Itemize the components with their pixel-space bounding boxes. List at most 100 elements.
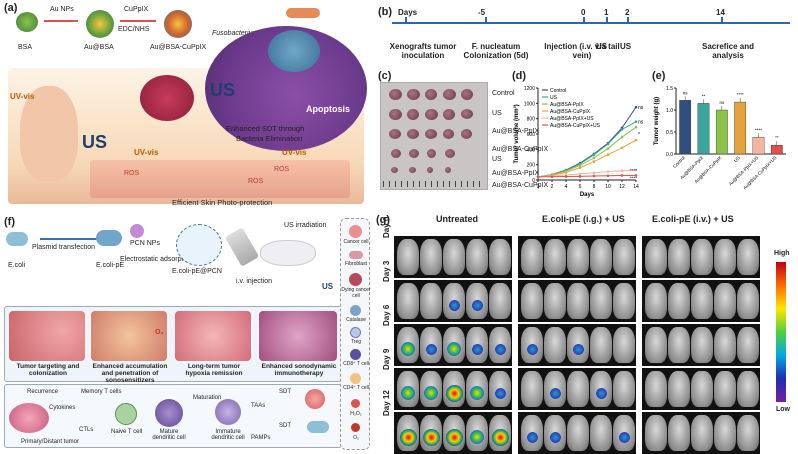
stage-4-label: Enhanced sonodynamic immunotherapy — [261, 363, 337, 377]
group-label-us-2: US — [492, 156, 502, 163]
legend-label: Au@BSA-CuPpIX — [550, 109, 591, 115]
data-point — [578, 175, 582, 178]
data-point — [578, 166, 582, 170]
row-day0: Day 0 — [382, 216, 391, 238]
mouse-image — [489, 283, 511, 319]
mouse-image — [691, 239, 713, 275]
group-label-au-bsa-ppix: Au@BSA-PpIX — [492, 128, 540, 135]
row-day3: Day 3 — [382, 260, 391, 282]
data-point — [606, 170, 610, 173]
timeline-tick — [583, 17, 585, 24]
timeline-us-1: US — [596, 42, 608, 51]
panel-d-label: (d) — [512, 70, 527, 82]
data-point — [592, 156, 596, 160]
mouse-image — [590, 415, 612, 451]
y-tick-label: 400 — [527, 147, 536, 153]
uvvis-label-1: UV-vis — [10, 92, 35, 101]
annotation: ns — [719, 100, 725, 105]
x-tick-label: Control — [672, 155, 686, 169]
legend-label: US — [550, 95, 558, 101]
legend-cd8: CD8⁺ T cell — [343, 361, 369, 367]
panel-g-label: (g) — [376, 214, 391, 226]
enhanced-sdt-label: Enhanced SDT through — [226, 124, 305, 133]
timeline-colonization-text: F. nucleatum Colonization (5d) — [463, 42, 529, 60]
ctls-label: CTLs — [79, 427, 94, 433]
y-tick-label: 1.5 — [666, 86, 673, 92]
mouse-image — [613, 327, 635, 363]
data-point — [634, 125, 638, 129]
y-tick-label: 200 — [527, 163, 536, 169]
mouse-image — [420, 239, 442, 275]
us-label: US — [322, 282, 334, 291]
data-point — [634, 174, 638, 177]
bsa-label: BSA — [18, 44, 33, 51]
bioluminescence-signal — [572, 343, 584, 355]
mouse-image — [737, 371, 759, 407]
data-point — [592, 153, 596, 156]
au-bsa-label: Au@BSA — [84, 44, 114, 51]
y-tick-label: 0.5 — [666, 130, 673, 136]
series-line — [537, 126, 637, 178]
mouse-image — [668, 415, 690, 451]
legend-cd4: CD4⁺ T cell — [343, 385, 369, 391]
tumor-illustration — [140, 75, 194, 121]
mouse-image — [645, 415, 667, 451]
timeline-start-text: Xenografts tumor inoculation — [389, 42, 457, 60]
series-line — [537, 169, 637, 178]
bioluminescence-signal — [401, 386, 415, 400]
naive-t-label: Naive T cell — [111, 429, 143, 435]
bioluminescence-signal — [549, 387, 561, 399]
taas-label: TAAs — [251, 403, 266, 409]
mouse-image — [645, 283, 667, 319]
ecoli-label: E.coli — [8, 262, 26, 269]
annotation: ns — [638, 120, 644, 126]
panel-f-label: (f) — [4, 216, 15, 228]
ecoli-pe-pcn-icon — [176, 224, 222, 266]
data-point — [578, 172, 582, 176]
legend-label: Au@BSA-PpIX — [550, 102, 584, 108]
bacteria-elimination-label: Bacteria Elimination — [236, 134, 303, 143]
x-tick-label: 12 — [619, 184, 625, 190]
data-point — [536, 175, 540, 179]
annotation: ns — [638, 105, 644, 111]
ecoli-pe-label: E.coli-pE — [96, 262, 125, 269]
annotation: **** — [630, 168, 637, 173]
primary-tumor-label: Primary/Distant tumor — [21, 439, 80, 445]
data-point — [620, 135, 624, 139]
immune-cascade-panel: Recurrence Memory T cells Cytokines CTLs… — [4, 384, 342, 448]
bacteria-icon — [286, 8, 320, 18]
recurrence-label: Recurrence — [27, 389, 59, 395]
mouse-image — [737, 327, 759, 363]
mouse-image — [397, 283, 419, 319]
data-point — [620, 174, 624, 177]
bioluminescence-signal — [526, 431, 538, 443]
ecoli-pe-pcn-label: E.coli-pE@PCN — [172, 268, 222, 275]
colorbar-low: Low — [776, 406, 790, 413]
pcn-label: PCN NPs — [130, 240, 160, 247]
x-tick-label: 6 — [579, 184, 582, 190]
timeline-days-label: Days — [398, 8, 418, 17]
data-point — [564, 175, 568, 178]
cd8-legend-icon — [350, 349, 361, 360]
skin-layer-illustration — [90, 160, 350, 198]
panel-c-label: (c) — [378, 70, 392, 82]
mouse-image — [489, 239, 511, 275]
mouse-image — [714, 371, 736, 407]
data-point — [564, 171, 568, 174]
immature-dc-icon — [215, 399, 241, 425]
x-tick-label: Au@BSA-CuPpIX+US — [742, 155, 777, 190]
timeline-tick — [606, 17, 608, 24]
panel-a-label: (a) — [4, 2, 18, 14]
ros-label-2: ROS — [248, 178, 264, 185]
sdt-label-1: SDT — [279, 389, 291, 395]
group-untreated: Untreated — [436, 214, 479, 224]
y-tick-label: 600 — [527, 132, 536, 138]
timeline-tick — [627, 17, 629, 24]
bioluminescence-signal — [422, 428, 440, 446]
stage-2-illustration — [91, 311, 167, 361]
stage-1-label: Tumor targeting and colonization — [16, 363, 80, 377]
tumor-volume-chart: 0 200 400 600 800 1000 1200 0 2 4 6 8 10 12 14 Days Tumo… — [513, 86, 644, 198]
edc-nhs-label: EDC/NHS — [118, 26, 150, 33]
bioluminescence-signal — [491, 428, 509, 446]
mouse-illustration — [20, 86, 78, 181]
